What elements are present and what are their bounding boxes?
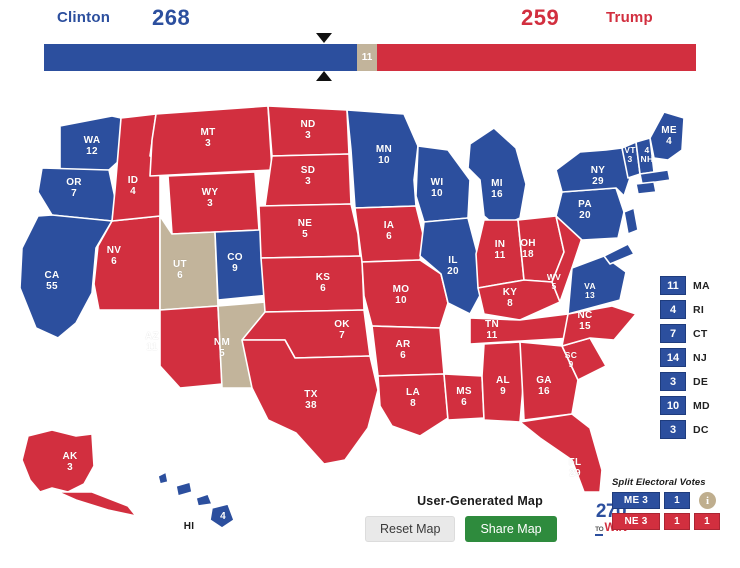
- legend-item-CT[interactable]: 7 CT: [660, 324, 738, 343]
- state-shape-MO: [361, 259, 449, 329]
- button-row: Reset Map Share Map: [365, 516, 595, 542]
- split-state-ME[interactable]: ME 3: [612, 492, 660, 509]
- legend-chip-RI: 4: [660, 300, 686, 319]
- bar-segment-democrat: [44, 44, 357, 71]
- state-shape-HI-1: [157, 471, 169, 485]
- legend-chip-DC: 3: [660, 420, 686, 439]
- state-shape-HI-4: [209, 503, 235, 529]
- state-shape-ME: [649, 111, 685, 161]
- state-shape-WA: [59, 115, 125, 173]
- state-shape-GA: [519, 341, 579, 421]
- state-shape-WY: [167, 171, 260, 235]
- bar-undecided-count: 11: [361, 52, 373, 63]
- state-shape-AZ: [159, 305, 223, 389]
- state-shape-HI-3: [195, 493, 213, 507]
- reset-map-button[interactable]: Reset Map: [365, 516, 456, 542]
- legend-chip-MD: 10: [660, 396, 686, 415]
- state-shape-KY: [477, 279, 561, 321]
- state-shape-NC: [561, 305, 637, 347]
- state-shape-MS: [443, 373, 485, 421]
- state-shape-NY: [555, 147, 631, 197]
- state-shape-FL: [519, 413, 603, 493]
- legend-abbr-CT: CT: [693, 327, 708, 340]
- majority-marker-top-icon: [316, 33, 332, 43]
- split-state-NE[interactable]: NE 3: [612, 513, 660, 530]
- state-shape-MN: [346, 109, 419, 209]
- state-shape-AR: [371, 325, 445, 377]
- split-row-ME: ME 3 1 i: [612, 492, 736, 509]
- small-states-legend: 11 MA 4 RI 7 CT 14 NJ 3 DE 10 MD 3 DC: [660, 276, 738, 444]
- map-svg: [19, 105, 685, 529]
- split-district-NE-1[interactable]: 1: [664, 513, 690, 530]
- state-shape-CA: [19, 214, 113, 339]
- legend-abbr-DE: DE: [693, 375, 709, 388]
- legend-abbr-DC: DC: [693, 423, 709, 436]
- share-map-button[interactable]: Share Map: [465, 516, 557, 542]
- state-shape-LA: [377, 373, 449, 437]
- state-shape-AK: [21, 429, 95, 493]
- candidate-left-votes: 268: [152, 5, 191, 30]
- state-shape-HI-2: [175, 481, 193, 497]
- state-shape-WI: [415, 145, 471, 223]
- state-shape-MI: [467, 127, 527, 229]
- split-row-NE: NE 3 1 1: [612, 513, 736, 530]
- map-controls: User-Generated Map Reset Map Share Map: [365, 494, 595, 542]
- legend-abbr-RI: RI: [693, 303, 705, 316]
- split-district-ME-1[interactable]: 1: [664, 492, 690, 509]
- state-shape-NJ: [623, 207, 639, 235]
- legend-abbr-MA: MA: [693, 279, 710, 292]
- split-electoral-votes-title: Split Electoral Votes: [612, 477, 706, 488]
- map-title: User-Generated Map: [417, 494, 543, 508]
- legend-item-DC[interactable]: 3 DC: [660, 420, 738, 439]
- split-district-NE-2[interactable]: 1: [694, 513, 720, 530]
- state-shape-AK-aleutians: [57, 491, 137, 517]
- info-icon[interactable]: i: [699, 492, 716, 509]
- legend-chip-MA: 11: [660, 276, 686, 295]
- state-shape-SD: [264, 153, 352, 207]
- state-shape-TX: [241, 339, 379, 465]
- legend-chip-CT: 7: [660, 324, 686, 343]
- legend-chip-DE: 3: [660, 372, 686, 391]
- candidate-right-votes: 259: [521, 5, 560, 30]
- state-shape-CT: [635, 181, 657, 195]
- candidate-left-name: Clinton: [57, 9, 111, 26]
- legend-item-RI[interactable]: 4 RI: [660, 300, 738, 319]
- legend-item-MD[interactable]: 10 MD: [660, 396, 738, 415]
- legend-item-NJ[interactable]: 14 NJ: [660, 348, 738, 367]
- state-shape-OR: [37, 167, 116, 222]
- majority-marker-bottom-icon: [316, 71, 332, 81]
- state-shape-VA: [567, 255, 627, 315]
- state-shape-MA: [639, 169, 671, 185]
- state-shape-AL: [481, 341, 525, 423]
- state-shape-NE: [258, 203, 361, 259]
- electoral-vote-bar: 11: [44, 44, 696, 71]
- bar-segment-republican: [377, 44, 696, 71]
- legend-item-DE[interactable]: 3 DE: [660, 372, 738, 391]
- legend-abbr-MD: MD: [693, 399, 710, 412]
- legend-chip-NJ: 14: [660, 348, 686, 367]
- candidate-right-name: Trump: [606, 9, 653, 26]
- state-shape-MT: [149, 105, 273, 177]
- state-shape-ND: [267, 105, 350, 157]
- state-shape-IL: [419, 217, 485, 315]
- state-shape-KS: [260, 255, 365, 313]
- legend-abbr-NJ: NJ: [693, 351, 708, 364]
- split-electoral-votes-panel: Split Electoral Votes ME 3 1 i NE 3 1 1: [612, 477, 736, 534]
- state-shape-MD: [603, 243, 635, 265]
- legend-item-MA[interactable]: 11 MA: [660, 276, 738, 295]
- logo-to-text: TO: [595, 526, 604, 537]
- state-shape-IA: [354, 205, 425, 263]
- tally-header: Clinton 268 259 Trump: [0, 4, 740, 36]
- bar-segment-undecided: [357, 44, 377, 71]
- state-shape-IN: [475, 219, 525, 289]
